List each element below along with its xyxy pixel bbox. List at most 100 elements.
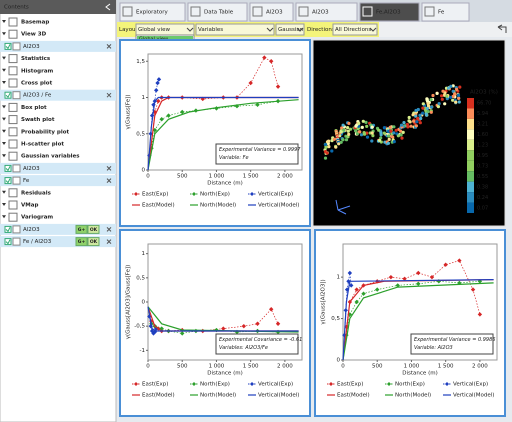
tree-label[interactable]: Variogram xyxy=(21,215,53,221)
expander[interactable] xyxy=(2,190,6,194)
sample-point xyxy=(325,151,329,155)
check xyxy=(5,92,11,99)
sample-point xyxy=(332,137,336,141)
expander[interactable] xyxy=(2,215,6,219)
tree-button[interactable] xyxy=(75,237,88,247)
tab[interactable] xyxy=(295,2,358,22)
tab[interactable] xyxy=(421,2,470,22)
expander[interactable] xyxy=(2,56,6,60)
tree-label[interactable]: Probability plot xyxy=(21,129,69,135)
close-icon[interactable] xyxy=(106,44,112,49)
legend-label: Vertical(Model) xyxy=(453,393,494,399)
tab[interactable] xyxy=(119,2,186,22)
tree-label[interactable]: Fe xyxy=(23,178,30,184)
close-icon[interactable] xyxy=(106,227,112,232)
collapse-icon[interactable] xyxy=(105,3,111,11)
tab[interactable] xyxy=(187,2,248,22)
sample-point xyxy=(357,121,361,125)
legend-label: East(Exp) xyxy=(337,382,363,388)
data-point xyxy=(388,274,394,280)
sample-point xyxy=(387,137,391,141)
close-icon[interactable] xyxy=(106,239,112,244)
y-axis-label: γ(Gauss[Al2O3]) xyxy=(321,279,327,324)
tab[interactable] xyxy=(359,2,420,22)
sample-point xyxy=(396,134,400,138)
x-tick-label: 2 000 xyxy=(472,364,488,370)
expander[interactable] xyxy=(2,203,6,206)
legend-label: North(Model) xyxy=(200,393,236,399)
checkbox[interactable] xyxy=(4,225,12,233)
sample-point xyxy=(401,130,405,134)
data-point xyxy=(156,77,162,82)
expander[interactable] xyxy=(2,142,6,145)
sample-point xyxy=(456,93,461,97)
expander[interactable] xyxy=(2,81,6,84)
tree-button[interactable] xyxy=(75,224,88,234)
legend-label: East(Model) xyxy=(142,203,175,209)
close-icon[interactable] xyxy=(106,178,112,183)
expander[interactable] xyxy=(2,32,6,36)
x-tick-label: 1 000 xyxy=(209,364,225,370)
sample-point xyxy=(377,128,381,132)
directions-dropdown[interactable] xyxy=(332,23,378,36)
annotation: Variable: Fe xyxy=(219,155,249,161)
transform-dropdown[interactable] xyxy=(275,23,305,36)
tree-label[interactable]: Box plot xyxy=(21,105,47,111)
tab-label: Al2O3 xyxy=(266,10,283,16)
tree-label[interactable]: Residuals xyxy=(21,190,52,196)
tree-button[interactable] xyxy=(87,224,100,234)
y-tick-label: 0,5 xyxy=(136,275,145,281)
sample-point xyxy=(455,87,459,91)
tree-label[interactable]: Fe / Al2O3 xyxy=(23,239,52,245)
undo-icon[interactable] xyxy=(497,24,507,33)
tab-icon xyxy=(190,6,201,17)
close-icon[interactable] xyxy=(106,166,112,171)
tree-button[interactable] xyxy=(87,237,100,247)
sample-point xyxy=(354,129,358,133)
tree-label[interactable]: Statistics xyxy=(21,56,51,62)
tree-label[interactable]: H-scatter plot xyxy=(21,142,64,148)
series-line xyxy=(147,99,299,171)
sample-point xyxy=(324,145,328,149)
expander[interactable] xyxy=(2,20,6,23)
sample-point xyxy=(454,100,458,104)
sample-point xyxy=(421,106,425,110)
expander[interactable] xyxy=(2,154,6,158)
data-point xyxy=(416,281,421,286)
expander[interactable] xyxy=(2,117,6,121)
checkbox[interactable] xyxy=(4,177,12,185)
data-point xyxy=(262,55,267,60)
checkbox[interactable] xyxy=(4,91,12,99)
tab-icon xyxy=(252,6,263,17)
tree-label[interactable]: Cross plot xyxy=(21,81,53,87)
checkbox[interactable] xyxy=(4,42,12,50)
tree-icon xyxy=(8,212,18,222)
checkbox[interactable] xyxy=(4,164,12,172)
expander[interactable] xyxy=(2,129,6,133)
sample-point xyxy=(418,113,422,117)
close-icon[interactable] xyxy=(106,92,112,98)
tree-label[interactable]: Al2O3 xyxy=(23,166,40,172)
tree-label[interactable]: View 3D xyxy=(21,32,47,38)
x-tick-label: 2 000 xyxy=(277,174,293,180)
data-point xyxy=(275,321,281,326)
legend-swatch xyxy=(387,382,391,386)
sample-point xyxy=(419,116,423,121)
expander[interactable] xyxy=(2,105,6,109)
sample-point xyxy=(445,94,449,98)
series-line xyxy=(151,323,279,334)
checkbox[interactable] xyxy=(4,238,12,246)
expander[interactable] xyxy=(2,68,6,72)
sidebar xyxy=(0,0,117,422)
tree-label[interactable]: Gaussian variables xyxy=(21,154,80,160)
tree-label[interactable]: Al2O3 xyxy=(23,44,40,50)
tree-label[interactable]: Swath plot xyxy=(21,117,55,123)
tree-label[interactable]: Basemap xyxy=(21,20,49,26)
tree-label[interactable]: Histogram xyxy=(21,68,54,74)
variables-dropdown[interactable] xyxy=(195,23,275,36)
sample-point xyxy=(341,123,345,127)
tree-label[interactable]: VMap xyxy=(21,203,38,209)
tree-label[interactable]: Al2O3 xyxy=(23,227,40,233)
tree-label[interactable]: Al2O3 / Fe xyxy=(23,93,52,99)
